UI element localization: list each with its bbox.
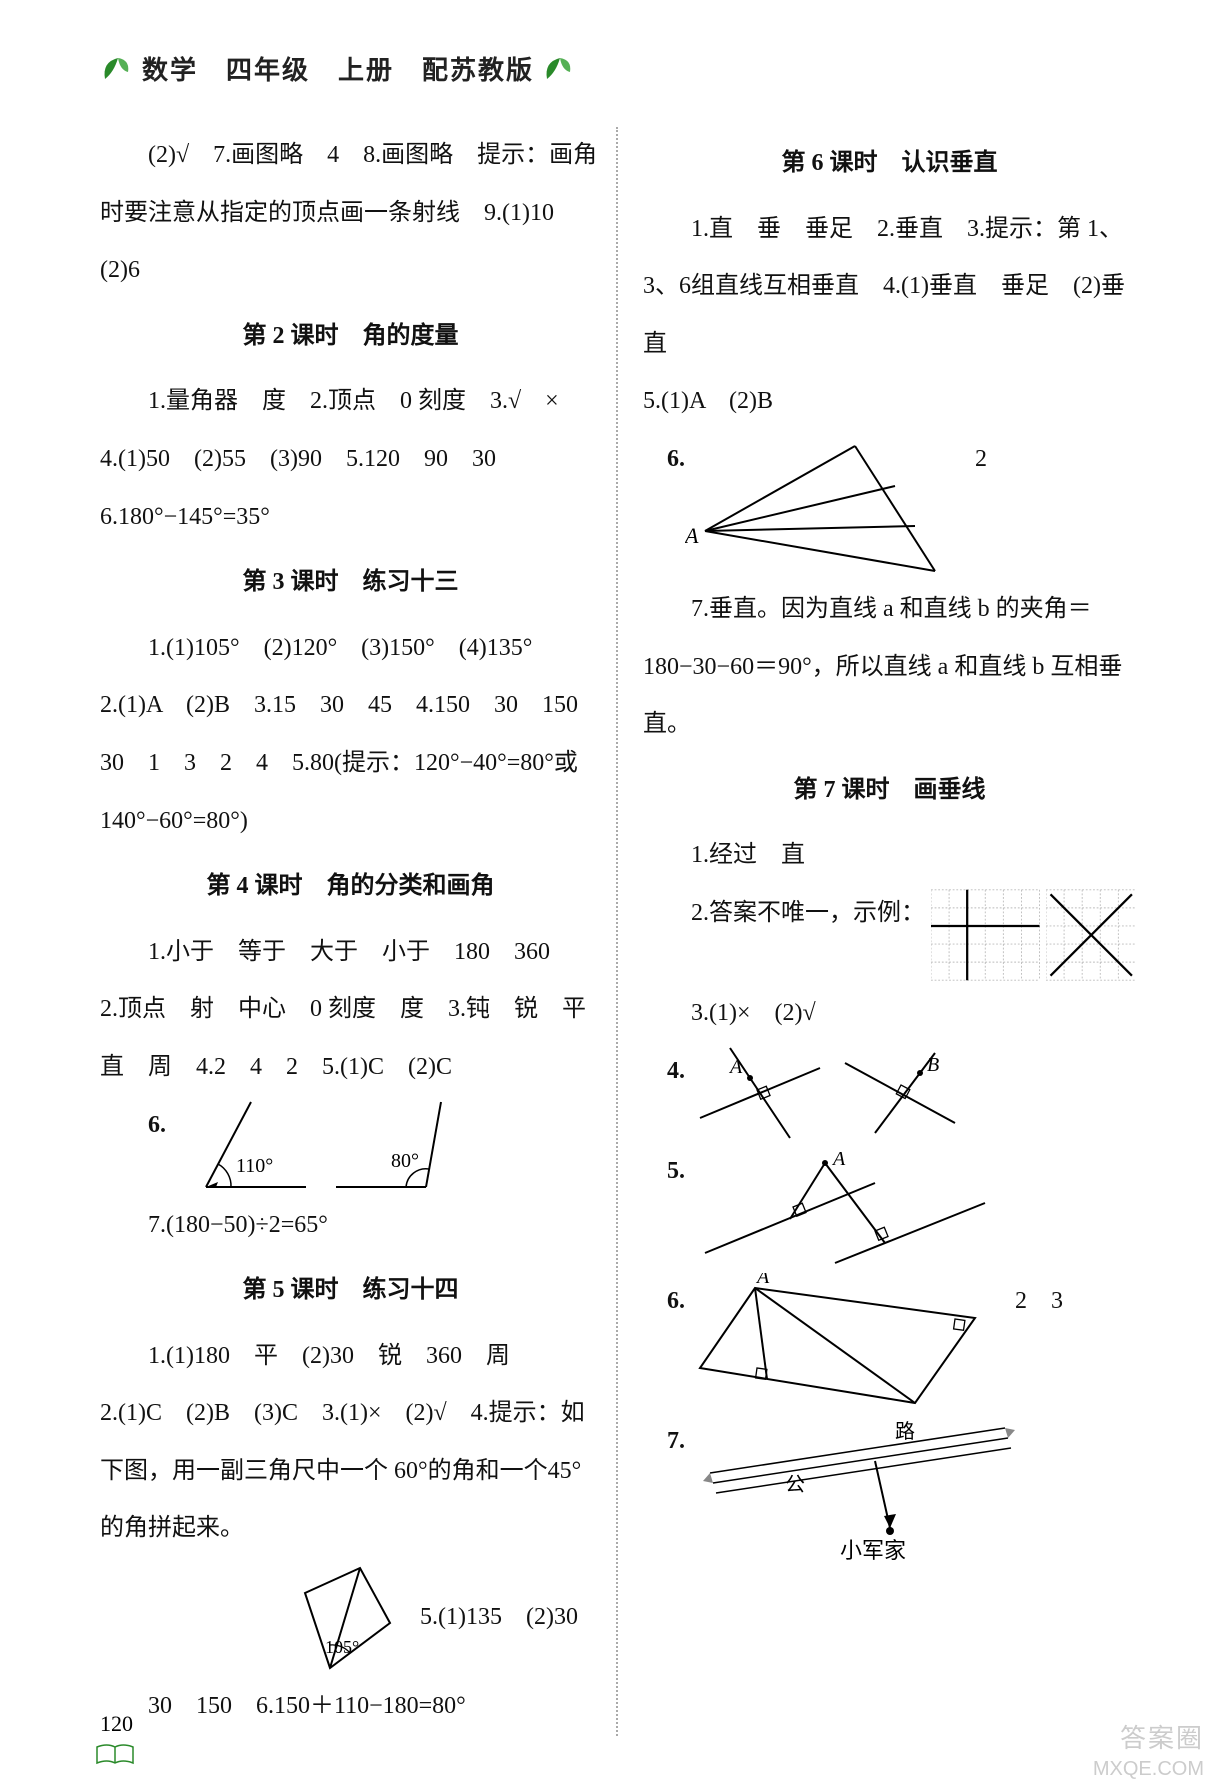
two-perpendiculars-diagram: A (695, 1143, 995, 1273)
fan-lines-diagram: A (685, 431, 945, 581)
svg-text:A: A (831, 1148, 846, 1170)
text: 1.小于 等于 大于 小于 180 360 (100, 924, 601, 982)
section-title: 第 4 课时 角的分类和画角 (100, 858, 601, 916)
q-label: 6. (643, 431, 685, 489)
watermark-cn: 答案圈 (1093, 1722, 1204, 1756)
svg-text:A: A (728, 1056, 743, 1078)
section-title: 第 3 课时 练习十三 (100, 554, 601, 612)
section-title: 第 5 课时 练习十四 (100, 1262, 601, 1320)
text: 6.180°−145°=35° (100, 489, 601, 547)
svg-text:110°: 110° (236, 1155, 273, 1177)
svg-text:80°: 80° (391, 1150, 419, 1172)
q6-row: 6. A 2 3 (643, 1273, 1136, 1413)
q6-row: 6. A 2 (643, 431, 1136, 581)
text: 5.(1)135 (2)30 (420, 1589, 578, 1647)
header-title: 数学 四年级 上册 配苏教版 (142, 50, 534, 87)
text: 1.经过 直 (643, 827, 1136, 885)
svg-text:公: 公 (785, 1474, 805, 1496)
q-label: 5. (667, 1143, 685, 1201)
text: 1.(1)105° (2)120° (3)150° (4)135° (100, 620, 601, 678)
perpendicular-point-diagram: A (695, 1043, 825, 1143)
triangle-angle-diagram: 105° (290, 1558, 410, 1678)
perpendicular-point-diagram: B (835, 1043, 965, 1143)
text: 1.(1)180 平 (2)30 锐 360 周 (100, 1328, 601, 1386)
text: 2.(1)A (2)B 3.15 30 45 4.150 30 150 30 1… (100, 677, 601, 850)
section-title: 第 6 课时 认识垂直 (643, 135, 1136, 193)
text: 30 150 6.150＋110−180=80° (100, 1678, 601, 1736)
text: 1.直 垂 垂足 2.垂直 3.提示：第 1、3、6组直线互相垂直 4.(1)垂… (643, 201, 1136, 374)
q-label: 4. (667, 1043, 685, 1101)
section-title: 第 7 课时 画垂线 (643, 762, 1136, 820)
text: 4.(1)50 (2)55 (3)90 5.120 90 30 (100, 431, 601, 489)
text: 7.垂直。因为直线 a 和直线 b 的夹角＝180−30−60＝90°，所以直线… (643, 581, 1136, 754)
text: (2)√ 7.画图略 4 8.画图略 提示：画角时要注意从指定的顶点画一条射线 … (100, 127, 601, 300)
q-label: 6. (667, 1273, 685, 1331)
section-title: 第 2 课时 角的度量 (100, 308, 601, 366)
q-label: 6. (148, 1097, 166, 1155)
text: 3.(1)× (2)√ (643, 985, 1136, 1043)
leaf-icon (100, 54, 134, 84)
text: 7.(180−50)÷2=65° (100, 1197, 601, 1255)
text: 2.顶点 射 中心 0 刻度 度 3.钝 锐 平 直 周 4.2 4 2 5.(… (100, 981, 601, 1096)
angle-diagram: 110° (176, 1097, 316, 1197)
watermark: 答案圈 MXQE.COM (1093, 1722, 1204, 1782)
q6-row: 6. 110° 80° (100, 1097, 601, 1197)
q4-row: 4. A B (643, 1043, 1136, 1143)
text: 2.(1)C (2)B (3)C 3.(1)× (2)√ 4.提示：如下图，用一… (100, 1385, 601, 1558)
answer: 2 (975, 431, 987, 489)
angle-diagram: 80° (326, 1097, 466, 1197)
text: 1.量角器 度 2.顶点 0 刻度 3.√ × (100, 373, 601, 431)
svg-text:小军家: 小军家 (840, 1538, 906, 1563)
text: 5.(1)A (2)B (643, 373, 1136, 431)
watermark-en: MXQE.COM (1093, 1756, 1204, 1782)
q4-fig-row: 105° 5.(1)135 (2)30 (100, 1558, 601, 1678)
answer: 2 3 (1015, 1273, 1063, 1331)
q7-row: 7. 公 路 小军家 (643, 1413, 1136, 1563)
svg-text:A: A (755, 1273, 770, 1288)
grid-x-diagram (1046, 885, 1136, 985)
q-label: 7. (667, 1413, 685, 1471)
book-icon (95, 1743, 135, 1767)
svg-text:B: B (927, 1054, 939, 1076)
parallelogram-diagram: A (695, 1273, 995, 1413)
road-home-diagram: 公 路 小军家 (695, 1413, 1025, 1563)
grid-perpendicular-diagram (931, 885, 1040, 985)
page-number: 120 (100, 1711, 133, 1737)
svg-text:A: A (685, 523, 699, 548)
page: 数学 四年级 上册 配苏教版 (2)√ 7.画图略 4 8.画图略 提示：画角时… (0, 0, 1216, 1792)
leaf-icon (542, 54, 576, 84)
left-column: (2)√ 7.画图略 4 8.画图略 提示：画角时要注意从指定的顶点画一条射线 … (100, 127, 618, 1736)
q5-row: 5. A (643, 1143, 1136, 1273)
text: 2.答案不唯一，示例： (643, 885, 925, 943)
svg-text:路: 路 (895, 1420, 915, 1443)
q2-row: 2.答案不唯一，示例： (643, 885, 1136, 985)
content-columns: (2)√ 7.画图略 4 8.画图略 提示：画角时要注意从指定的顶点画一条射线 … (100, 127, 1136, 1736)
page-header: 数学 四年级 上册 配苏教版 (100, 50, 1136, 87)
right-column: 第 6 课时 认识垂直 1.直 垂 垂足 2.垂直 3.提示：第 1、3、6组直… (618, 127, 1136, 1736)
